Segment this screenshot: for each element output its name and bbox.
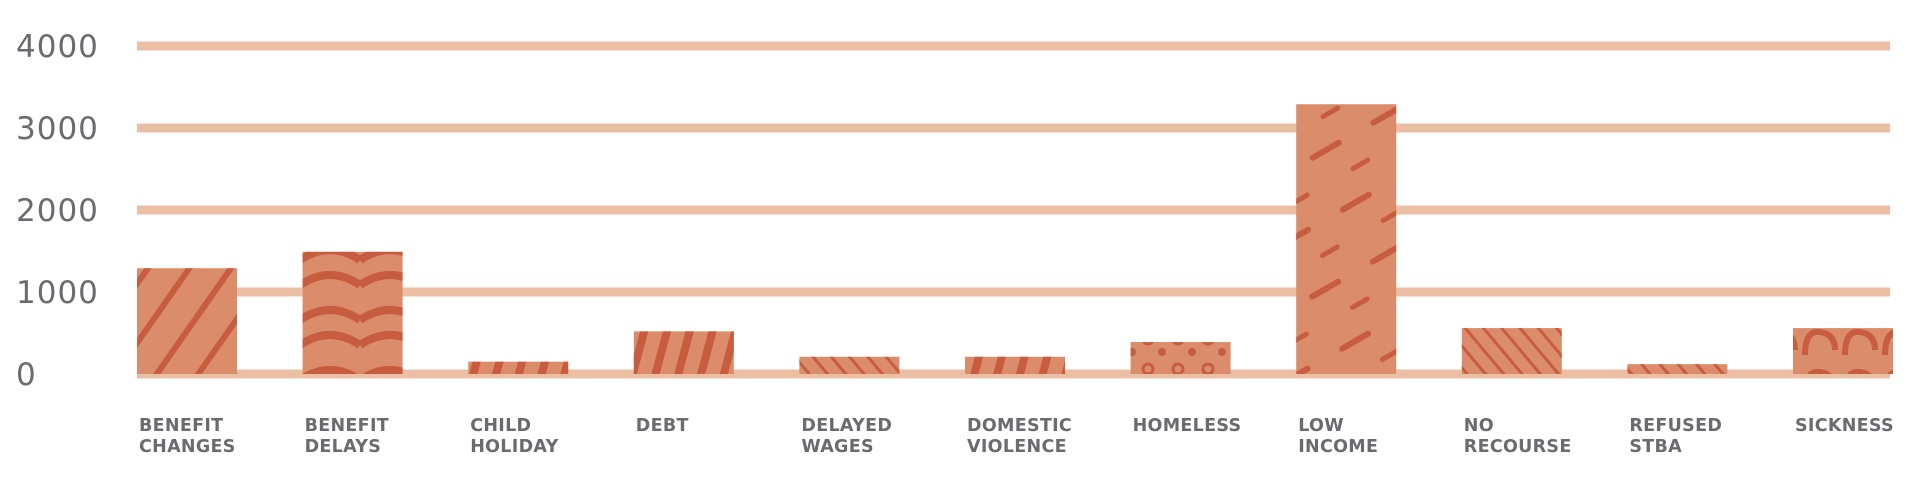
gridline — [137, 205, 1890, 215]
gridline — [137, 41, 1890, 51]
bar — [1296, 104, 1397, 374]
bar — [137, 268, 237, 374]
y-axis-ticks: 0 1000 2000 3000 4000 — [16, 29, 99, 393]
bar — [1461, 328, 1562, 374]
x-tick-label: LOW INCOME — [1298, 416, 1379, 457]
x-tick-label: NO RECOURSE — [1463, 416, 1572, 457]
bar — [1793, 328, 1893, 374]
x-tick-label: BENEFIT CHANGES — [139, 416, 236, 457]
x-tick-label: DOMESTIC VIOLENCE — [967, 416, 1073, 457]
x-tick-label: HOMELESS — [1132, 416, 1242, 436]
y-tick-label: 0 — [16, 357, 37, 393]
bar — [633, 331, 734, 374]
bar — [799, 356, 900, 374]
x-tick-label: DELAYED WAGES — [801, 416, 893, 457]
bar — [468, 361, 569, 374]
x-tick-label: BENEFIT DELAYS — [304, 416, 389, 457]
x-tick-label: DEBT — [635, 416, 689, 436]
bars — [137, 104, 1893, 374]
bar — [1627, 364, 1728, 374]
x-tick-label: REFUSED STBA — [1629, 416, 1723, 457]
x-tick-label: CHILD HOLIDAY — [470, 416, 559, 457]
bar — [965, 356, 1065, 374]
x-tick-label: SICKNESS — [1795, 416, 1894, 436]
bar — [302, 251, 403, 374]
y-tick-label: 1000 — [16, 275, 99, 311]
gridline — [137, 287, 1890, 297]
y-tick-label: 4000 — [16, 29, 99, 65]
gridline — [137, 123, 1890, 133]
y-tick-label: 2000 — [16, 193, 99, 229]
bar — [1130, 342, 1231, 374]
y-tick-label: 3000 — [16, 111, 99, 147]
